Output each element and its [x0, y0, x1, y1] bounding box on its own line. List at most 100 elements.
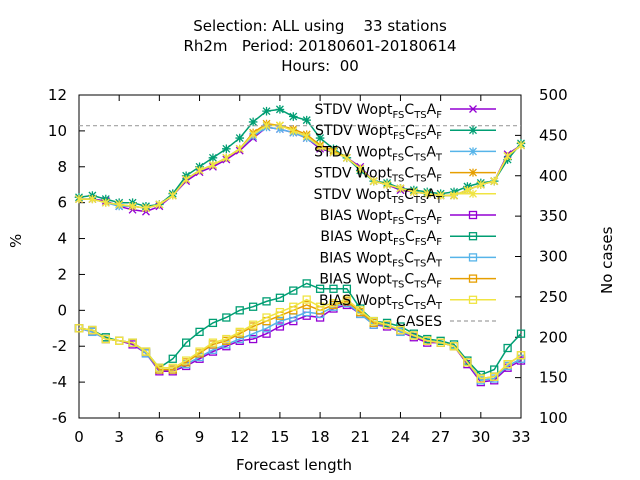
y-tick-label: 8 — [57, 158, 67, 176]
series-9-point — [382, 320, 392, 329]
legend-marker-7 — [468, 253, 478, 262]
series-4-point — [208, 160, 217, 169]
series-9-point — [356, 306, 365, 315]
series-9-point — [115, 336, 124, 345]
chart-title-line-1: Selection: ALL using 33 stations — [193, 17, 447, 35]
series-line-8 — [78, 300, 522, 380]
x-tick-label: 24 — [391, 428, 410, 446]
x-tick-label: 9 — [195, 428, 205, 446]
x-tick-label: 6 — [155, 428, 165, 446]
x-tick-label: 0 — [74, 428, 84, 446]
legend-marker-9 — [468, 295, 478, 304]
series-4-point — [195, 166, 204, 175]
series-6-point — [195, 327, 204, 337]
legend-label-9: BIAS WoptTSCTSAT — [319, 293, 443, 312]
series-6-point — [262, 297, 271, 306]
series-line-0 — [79, 126, 522, 213]
legend-label-2: STDV WoptFSCTSAT — [314, 144, 443, 163]
series-1-point — [262, 106, 271, 116]
series-4-point — [275, 121, 284, 130]
series-6-point — [235, 306, 244, 315]
series-4-point — [316, 143, 325, 152]
x-tick-label: 18 — [311, 428, 330, 446]
series-4-point — [436, 191, 445, 200]
series-4-point — [262, 121, 271, 130]
y-tick-label: -4 — [52, 373, 67, 391]
legend-label-3: STDV WoptTSCTSAF — [314, 166, 442, 185]
series-4-point — [476, 180, 485, 189]
series-9-point — [490, 372, 499, 381]
series-9-point — [182, 356, 191, 365]
series-4-point — [88, 195, 97, 204]
series-4-point — [142, 204, 150, 213]
series-6-point — [222, 313, 231, 322]
y2-tick-label: 100 — [539, 409, 568, 427]
y-tick-label: 0 — [57, 301, 67, 319]
series-line-1 — [78, 108, 522, 208]
series-9-point — [128, 338, 137, 347]
y2-tick-label: 450 — [539, 126, 568, 144]
series-9-point — [195, 347, 204, 356]
series-4-point — [182, 175, 191, 184]
series-9-point — [369, 316, 378, 326]
series-9-point — [302, 295, 311, 304]
series-4-point — [302, 132, 311, 141]
series-1-point — [235, 133, 245, 143]
series-9-point — [222, 334, 231, 344]
y-tick-label: 10 — [48, 122, 67, 140]
legend-label-8: BIAS WoptTSCTSAF — [319, 272, 442, 291]
series-4-point — [463, 186, 472, 195]
series-4-point — [369, 177, 378, 186]
series-4-point — [356, 164, 365, 173]
legend-marker-3 — [469, 168, 477, 177]
x-tick-label: 27 — [431, 428, 450, 446]
series-4-point — [329, 148, 338, 157]
series-9-point — [141, 347, 151, 356]
series-6-point — [182, 338, 191, 347]
series-9-point — [208, 338, 218, 347]
series-7-point — [275, 316, 285, 326]
series-6-point — [516, 329, 526, 338]
series-9-point — [248, 320, 258, 329]
series-9-point — [463, 358, 472, 367]
series-6-point — [275, 293, 285, 302]
series-6-point — [503, 343, 512, 353]
legend-marker-8 — [468, 274, 478, 283]
y2-tick-label: 500 — [539, 86, 568, 104]
legend-marker-5 — [468, 210, 478, 220]
series-4-point — [75, 195, 83, 204]
series-1-point — [248, 117, 258, 127]
y-tick-label: 12 — [48, 86, 67, 104]
series-4-point — [423, 189, 432, 198]
y2-tick-label: 350 — [539, 207, 568, 225]
series-9-point — [101, 334, 110, 344]
series-9-point — [409, 331, 418, 340]
series-1-point — [275, 105, 285, 114]
series-9-point — [88, 325, 97, 335]
y-tick-label: -2 — [52, 337, 67, 355]
series-9-point — [396, 325, 405, 335]
series-line-6 — [78, 282, 522, 376]
series-6-point — [329, 284, 338, 293]
series-4-point — [342, 153, 351, 162]
series-9-point — [503, 360, 512, 369]
legend-label-1: STDV WoptFSCFSAF — [315, 123, 442, 142]
legend-label-0: STDV WoptFSCTSAF — [315, 102, 443, 121]
series-6-point — [315, 284, 325, 293]
series-9-point — [289, 302, 298, 311]
series-9-point — [329, 299, 338, 308]
y-tick-label: 6 — [57, 194, 67, 212]
series-1-point — [289, 112, 298, 121]
legend-marker-1 — [468, 125, 478, 135]
series-line-5 — [78, 304, 522, 383]
y2-tick-label: 150 — [539, 369, 568, 387]
x-tick-label: 3 — [114, 428, 124, 446]
x-tick-label: 30 — [471, 428, 490, 446]
series-line-4 — [79, 124, 522, 209]
series-4-point — [289, 126, 298, 135]
legend-marker-0 — [469, 105, 477, 113]
series-9-point — [449, 342, 459, 351]
x-tick-label: 33 — [511, 428, 530, 446]
